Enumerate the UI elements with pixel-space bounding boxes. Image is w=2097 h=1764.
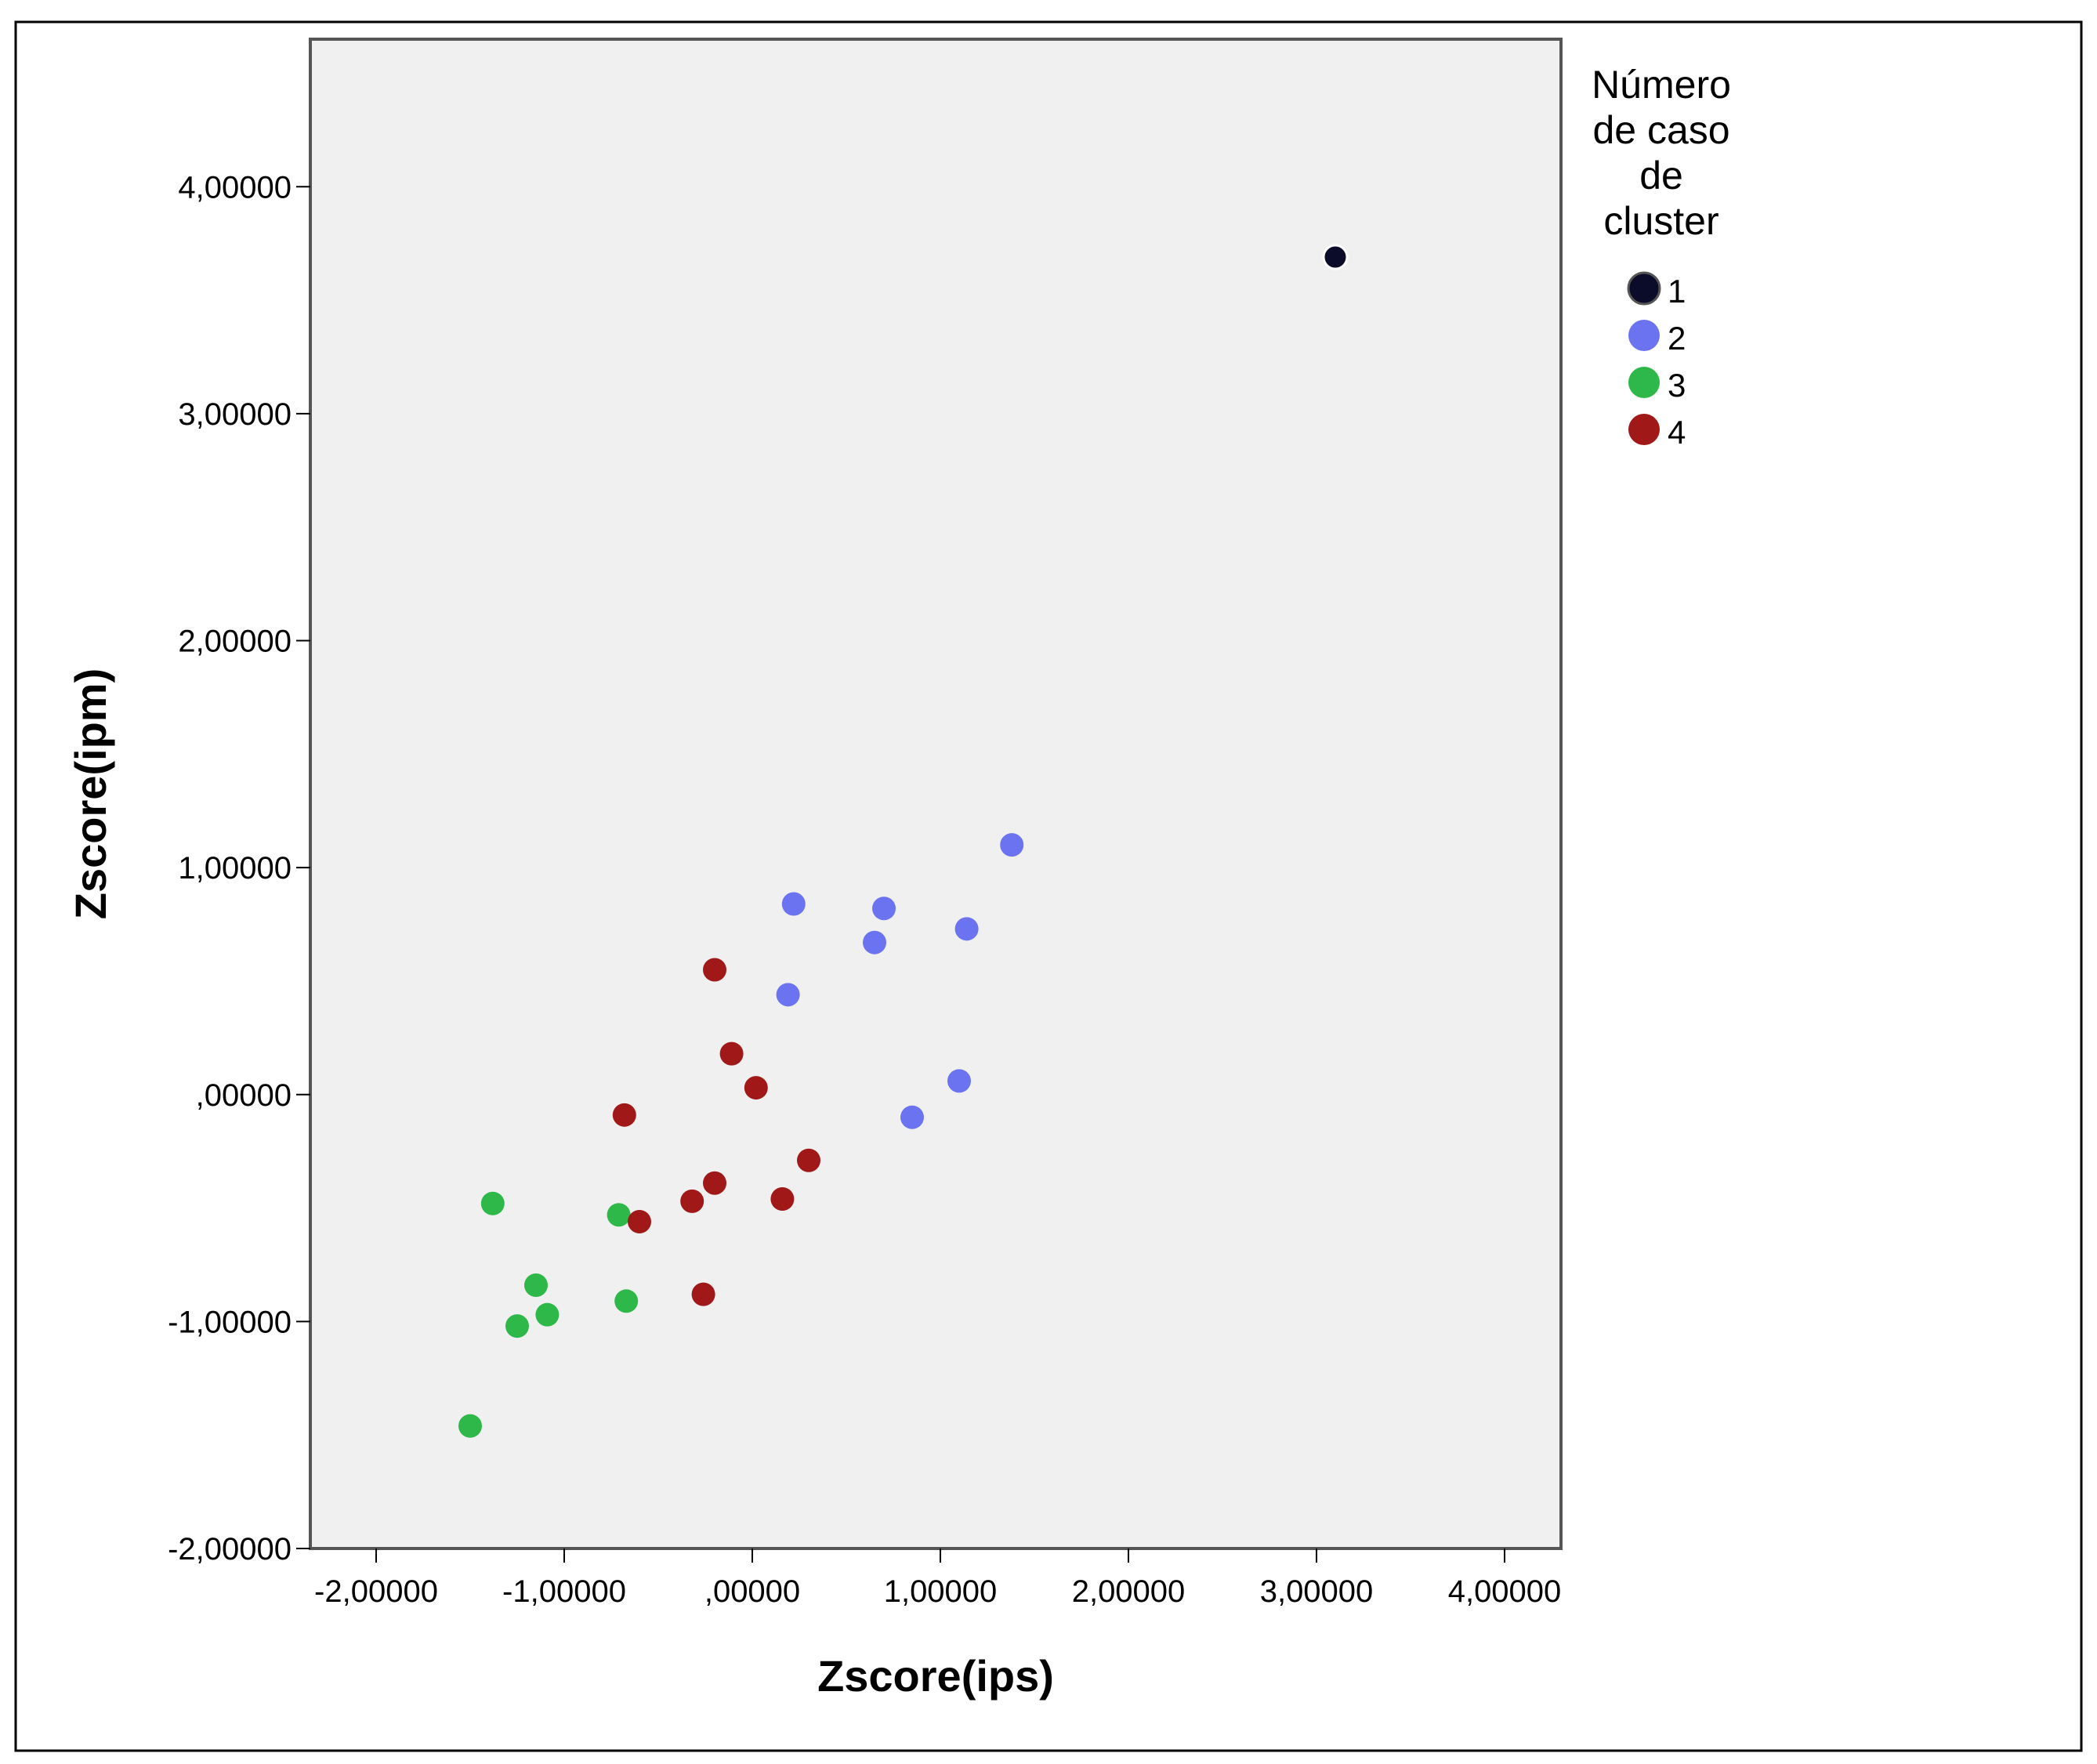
y-tick-label: -2,00000	[168, 1532, 292, 1567]
data-point-cluster-4	[797, 1148, 820, 1172]
data-point-cluster-3	[480, 1191, 505, 1215]
y-axis-title: Zscore(ipm)	[66, 668, 115, 920]
x-axis: -2,00000 -1,00000 ,00000 1,00000 2,00000 3,00…	[314, 1548, 1561, 1609]
legend-title-line: cluster	[1603, 199, 1719, 243]
x-tick-label: 4,00000	[1448, 1574, 1562, 1609]
legend-swatch	[1628, 320, 1660, 351]
x-tick-label: 2,00000	[1072, 1574, 1186, 1609]
legend-title-line: de caso	[1592, 108, 1729, 152]
legend-swatch	[1628, 414, 1660, 445]
data-point-cluster-4	[680, 1189, 704, 1213]
legend-item-2: 2	[1628, 320, 1686, 357]
data-point-cluster-2	[947, 1069, 971, 1093]
y-tick-label: 2,00000	[178, 625, 292, 659]
data-point-cluster-3	[535, 1302, 560, 1327]
x-axis-title: Zscore(ips)	[817, 1651, 1054, 1701]
x-tick-label: ,00000	[704, 1574, 800, 1609]
data-point-cluster-2	[1000, 833, 1024, 857]
data-point-cluster-3	[524, 1273, 548, 1298]
data-point-cluster-2	[900, 1105, 924, 1129]
legend-swatch	[1628, 367, 1660, 398]
y-tick-label: 4,00000	[178, 170, 292, 205]
data-point-cluster-4	[612, 1103, 636, 1127]
legend-swatch	[1627, 271, 1661, 306]
legend-label: 2	[1668, 320, 1686, 357]
x-tick-label: 3,00000	[1260, 1574, 1374, 1609]
legend-label: 3	[1668, 367, 1686, 404]
legend-item-4: 4	[1628, 414, 1686, 451]
data-point-cluster-3	[614, 1289, 639, 1313]
data-point-cluster-4	[703, 1171, 726, 1195]
data-point-cluster-3	[458, 1414, 482, 1438]
legend-title-line: de	[1639, 154, 1683, 197]
legend-title-line: Número	[1592, 63, 1731, 107]
data-point-cluster-4	[691, 1282, 715, 1306]
legend-item-1: 1	[1627, 271, 1686, 310]
y-tick-label: 3,00000	[178, 397, 292, 432]
x-tick-label: -2,00000	[314, 1574, 438, 1609]
data-point-cluster-4	[703, 958, 726, 982]
data-point-cluster-2	[863, 930, 886, 954]
data-point-cluster-3	[607, 1203, 631, 1227]
legend-item-3: 3	[1628, 367, 1686, 404]
legend-label: 1	[1668, 273, 1686, 310]
legend-label: 4	[1668, 414, 1686, 451]
data-point-cluster-2	[872, 896, 896, 921]
data-points	[458, 244, 1349, 1438]
data-point-cluster-1	[1322, 244, 1349, 270]
x-tick-label: 1,00000	[884, 1574, 998, 1609]
x-tick-label: -1,00000	[502, 1574, 626, 1609]
y-tick-label: -1,00000	[168, 1305, 292, 1339]
y-axis: 4,00000 3,00000 2,00000 1,00000 ,00000 -1,000…	[168, 170, 310, 1567]
data-point-cluster-3	[505, 1314, 529, 1338]
data-point-cluster-4	[719, 1041, 744, 1066]
y-tick-label: 1,00000	[178, 851, 292, 886]
plot-area	[309, 38, 1563, 1550]
data-point-cluster-2	[781, 892, 806, 916]
y-tick-label: ,00000	[196, 1078, 292, 1113]
data-point-cluster-2	[776, 983, 800, 1007]
data-point-cluster-4	[770, 1186, 795, 1211]
data-point-cluster-4	[628, 1209, 651, 1233]
data-point-cluster-2	[954, 917, 979, 941]
data-point-cluster-4	[744, 1076, 768, 1100]
